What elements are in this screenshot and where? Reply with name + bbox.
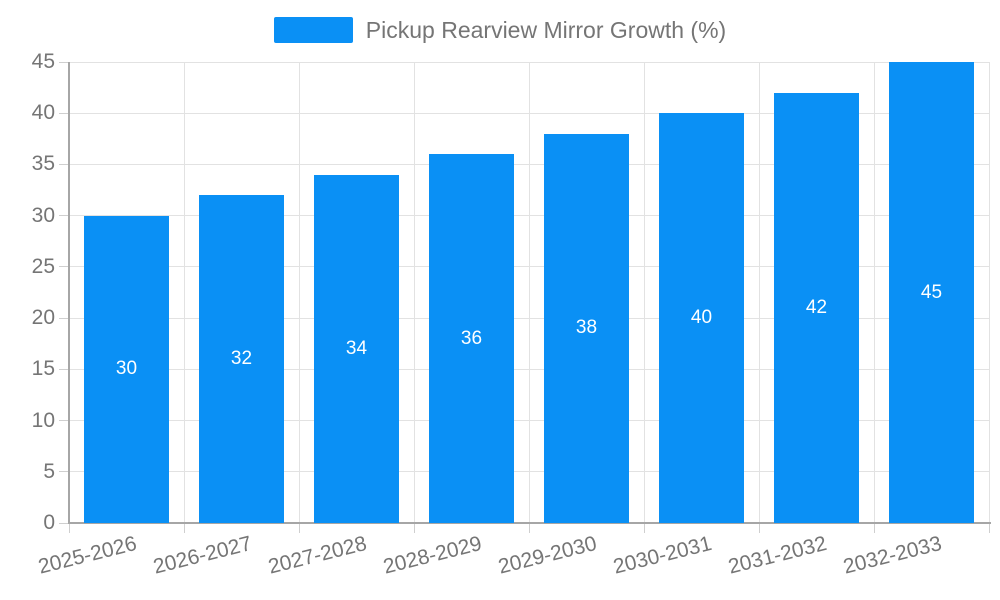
- x-tick-label: 2029-2030: [496, 532, 600, 579]
- y-axis-tick: [59, 215, 69, 217]
- x-tick-label: 2032-2033: [841, 532, 945, 579]
- x-tick-label: 2028-2029: [381, 532, 485, 579]
- y-axis-tick: [59, 368, 69, 370]
- x-tick-label: 2027-2028: [266, 532, 370, 579]
- y-axis-line: [68, 62, 70, 523]
- x-axis-tick: [528, 523, 530, 533]
- x-axis-tick: [68, 523, 70, 533]
- bar[interactable]: [544, 133, 629, 523]
- legend-swatch: [273, 17, 353, 43]
- grid-line-vertical: [183, 62, 185, 523]
- grid-line-vertical: [528, 62, 530, 523]
- bar[interactable]: [199, 195, 284, 523]
- x-axis-tick: [988, 523, 990, 533]
- y-tick-label: 30: [31, 203, 55, 227]
- bar-value-label: 40: [690, 307, 713, 329]
- legend[interactable]: Pickup Rearview Mirror Growth (%): [0, 15, 1000, 45]
- bar-value-label: 32: [230, 348, 253, 370]
- grid-line-vertical: [413, 62, 415, 523]
- x-axis-tick: [413, 523, 415, 533]
- y-tick-label: 25: [31, 254, 55, 278]
- grid-line-vertical: [988, 62, 990, 523]
- bar-value-label: 45: [920, 281, 943, 303]
- bar-value-label: 38: [575, 317, 598, 339]
- grid-line-vertical: [643, 62, 645, 523]
- grid-line-vertical: [298, 62, 300, 523]
- y-tick-label: 35: [31, 152, 55, 176]
- bar-value-label: 34: [345, 337, 368, 359]
- y-axis-tick: [59, 317, 69, 319]
- bar[interactable]: [889, 62, 974, 523]
- y-tick-label: 45: [31, 50, 55, 73]
- y-tick-label: 10: [31, 408, 55, 432]
- bar[interactable]: [659, 113, 744, 523]
- x-axis-tick: [873, 523, 875, 533]
- x-tick-label: 2026-2027: [151, 532, 255, 579]
- bar-value-label: 42: [805, 296, 828, 318]
- grid-line-vertical: [873, 62, 875, 523]
- y-axis-tick: [59, 266, 69, 268]
- y-axis-tick: [59, 112, 69, 114]
- bar[interactable]: [774, 92, 859, 523]
- y-axis-tick: [59, 522, 69, 524]
- y-tick-label: 5: [43, 459, 55, 483]
- x-axis-line: [68, 522, 991, 524]
- y-tick-label: 0: [43, 511, 55, 534]
- x-axis-tick: [298, 523, 300, 533]
- x-tick-label: 2030-2031: [611, 532, 715, 579]
- y-tick-label: 40: [31, 101, 55, 125]
- grid-line-vertical: [758, 62, 760, 523]
- legend-label: Pickup Rearview Mirror Growth (%): [365, 16, 727, 43]
- bar-value-label: 36: [460, 327, 483, 349]
- x-axis-tick: [183, 523, 185, 533]
- bar[interactable]: [429, 154, 514, 523]
- y-axis-tick: [59, 163, 69, 165]
- bar[interactable]: [314, 174, 399, 523]
- x-axis-tick: [758, 523, 760, 533]
- y-axis-tick: [59, 471, 69, 473]
- bar[interactable]: [84, 215, 169, 523]
- y-axis-tick: [59, 61, 69, 63]
- y-tick-label: 15: [31, 357, 55, 381]
- x-tick-label: 2025-2026: [36, 532, 140, 579]
- x-tick-label: 2031-2032: [726, 532, 830, 579]
- y-tick-label: 20: [31, 306, 55, 330]
- bar-value-label: 30: [115, 358, 138, 380]
- x-axis-tick: [643, 523, 645, 533]
- y-axis-tick: [59, 420, 69, 422]
